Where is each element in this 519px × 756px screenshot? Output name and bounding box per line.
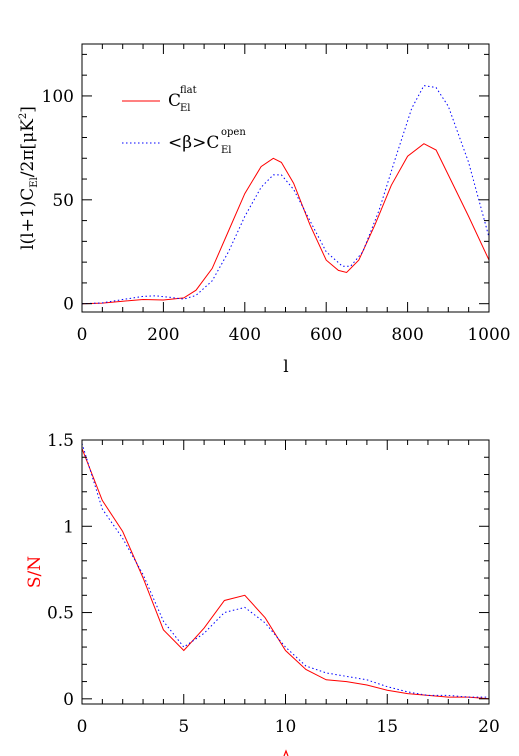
top-series-line-1 xyxy=(81,85,490,305)
top-legend: C flat El <β>C open El xyxy=(122,85,246,156)
bottom-x-tick-label: 10 xyxy=(275,717,297,737)
bottom-plot-frame xyxy=(81,439,490,705)
top-y-tick-label: 0 xyxy=(63,295,74,315)
bottom-x-tick-label: 20 xyxy=(478,717,500,737)
top-tick-labels: 0 200 400 600 800 1000 0 50 100 xyxy=(42,87,511,345)
top-x-tick-label: 200 xyxy=(147,325,179,345)
bottom-y-tick-label: 1 xyxy=(63,517,74,537)
top-x-axis-label: l xyxy=(283,357,288,377)
bottom-x-axis-label-fragment xyxy=(283,749,289,756)
bottom-y-tick-label: 0.5 xyxy=(47,604,74,624)
legend-label-flat: C xyxy=(168,91,181,111)
bottom-x-tick-label: 0 xyxy=(77,717,88,737)
top-x-tick-label: 600 xyxy=(310,325,342,345)
top-plot-area xyxy=(81,85,490,305)
legend-sub-flat: El xyxy=(180,103,191,114)
top-x-tick-label: 800 xyxy=(391,325,423,345)
top-x-tick-label: 400 xyxy=(229,325,261,345)
bottom-ticks xyxy=(81,439,490,704)
top-x-tick-label: 0 xyxy=(77,325,88,345)
top-y-axis-label: l(l+1)CEl/2π[μK2] xyxy=(18,106,40,250)
top-y-tick-label: 100 xyxy=(42,87,74,107)
legend-sup-flat: flat xyxy=(180,85,197,96)
legend-sup-open: open xyxy=(221,127,246,138)
bottom-plot-area xyxy=(81,443,490,700)
top-chart: 0 200 400 600 800 1000 0 50 100 l l(l+1)CEl/2π[μ… xyxy=(18,43,511,377)
bottom-y-axis-label: S/N xyxy=(25,556,45,588)
bottom-x-tick-label: 15 xyxy=(376,717,398,737)
top-y-tick-label: 50 xyxy=(52,191,74,211)
top-plot-frame xyxy=(81,43,490,313)
bottom-series-line-1 xyxy=(81,443,489,698)
bottom-tick-labels: 0 5 10 15 20 0 0.5 1 1.5 xyxy=(47,431,500,737)
bottom-y-tick-label: 1.5 xyxy=(47,431,74,451)
top-ticks xyxy=(81,44,490,312)
bottom-x-tick-label: 5 xyxy=(178,717,189,737)
bottom-y-tick-label: 0 xyxy=(63,690,74,710)
bottom-series-line-0 xyxy=(81,448,490,700)
legend-sub-open: El xyxy=(221,145,232,156)
top-series-line-0 xyxy=(81,143,490,305)
legend-label-open: <β>C xyxy=(168,133,219,153)
top-x-tick-label: 1000 xyxy=(467,325,510,345)
bottom-chart: 0 5 10 15 20 0 0.5 1 1.5 S/N xyxy=(25,431,500,756)
